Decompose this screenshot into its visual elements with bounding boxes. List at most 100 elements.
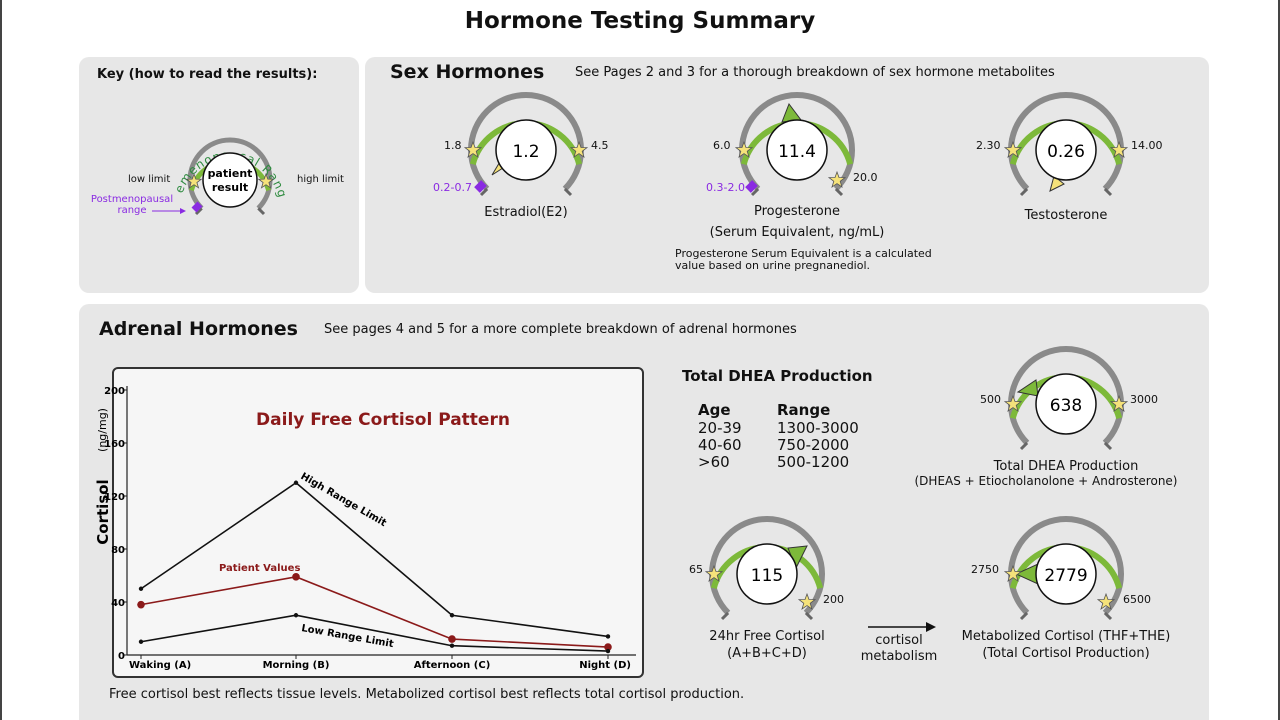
dhea-marker-icon (1016, 379, 1039, 397)
key-center-line2: result (212, 181, 248, 194)
series-point (605, 648, 611, 654)
chart-ylabel: Cortisol (94, 479, 112, 544)
dhea-row-age: >60 (698, 453, 730, 471)
cortisol-chart-box (112, 367, 644, 678)
series-point (138, 639, 144, 644)
dhea-high: 3000 (1130, 393, 1158, 406)
series-point (448, 635, 456, 643)
key-center-line1: patient (208, 167, 253, 180)
y-tick-label: 80 (111, 545, 125, 556)
metab-cortisol-gauge: 2779 (1003, 516, 1124, 621)
y-tick-label: 0 (118, 651, 125, 662)
free-cortisol-name: 24hr Free Cortisol (709, 629, 825, 644)
dhea-table-heading: Total DHEA Production (682, 367, 873, 385)
sex-hormones-subtitle: See Pages 2 and 3 for a thorough breakdo… (575, 65, 1055, 80)
y-tick-label: 40 (111, 598, 125, 609)
estradiol-low: 1.8 (444, 139, 462, 152)
series-point (449, 643, 455, 648)
key-low-star-icon (185, 172, 203, 189)
metab-cortisol-low-star-icon (1003, 564, 1023, 582)
chart-yunit: (ng/mg) (96, 408, 109, 452)
free-cortisol-high-star-icon (797, 592, 817, 610)
y-tick-label: 120 (104, 492, 125, 503)
metab-cortisol-name: Metabolized Cortisol (THF+THE) (961, 629, 1171, 644)
x-tick-label: Night (D) (579, 660, 631, 671)
progesterone-postmeno-bar (745, 180, 758, 193)
dhea-row-range: 500-1200 (777, 453, 850, 471)
progesterone-low: 6.0 (713, 139, 731, 152)
series-label-low: Low Range Limit (300, 623, 394, 650)
progesterone-note: Progesterone Serum Equivalent is a calcu… (675, 247, 932, 272)
series-line (140, 614, 609, 652)
testosterone-marker-icon (1049, 175, 1065, 192)
free-cortisol-value: 115 (751, 566, 783, 586)
testosterone-low-star-icon (1003, 140, 1023, 158)
metab-cortisol-high: 6500 (1123, 593, 1151, 606)
estradiol-value: 1.2 (512, 142, 539, 162)
free-cortisol-low-star-icon (704, 564, 724, 582)
free-cortisol-high: 200 (823, 593, 844, 606)
series-label-high: High Range Limit (299, 471, 389, 529)
key-low-limit: low limit (128, 174, 171, 185)
y-tick-label: 160 (104, 439, 125, 450)
testosterone-high-star-icon (1109, 140, 1129, 158)
dhea-sub: (DHEAS + Etiocholanolone + Androsterone) (914, 474, 1178, 488)
sex-hormones-title: Sex Hormones (390, 61, 545, 83)
estradiol-postmeno-bar (474, 180, 487, 193)
right-frame-line (1278, 0, 1280, 720)
free-cortisol-low: 65 (689, 563, 703, 576)
testosterone-low: 2.30 (976, 139, 1001, 152)
key-high-limit: high limit (297, 174, 344, 185)
y-tick-label: 200 (104, 386, 125, 397)
left-frame-line (0, 0, 2, 720)
free-cortisol-sub: (A+B+C+D) (727, 646, 807, 661)
metabolism-arrow-icon (868, 622, 936, 632)
dhea-high-star-icon (1109, 394, 1129, 412)
x-tick-label: Morning (B) (263, 660, 330, 671)
testosterone-gauge: 0.26 (1003, 92, 1129, 197)
series-point (293, 613, 299, 618)
testosterone-value: 0.26 (1047, 142, 1085, 162)
dhea-row-age: 40-60 (698, 436, 742, 454)
estradiol-postmeno: 0.2-0.7 (433, 181, 472, 194)
dhea-row-range: 1300-3000 (777, 419, 859, 437)
progesterone-name: Progesterone (754, 204, 840, 219)
adrenal-hormones-title: Adrenal Hormones (99, 318, 298, 340)
dhea-row-range: 750-2000 (777, 436, 850, 454)
key-center-circle (202, 152, 258, 208)
progesterone-low-star-icon (734, 140, 754, 158)
dhea-gauge: 638 (1003, 346, 1129, 451)
series-point (604, 643, 612, 651)
progesterone-high-star-icon (827, 170, 847, 188)
key-gauge: Premenopausal Range patient result (172, 137, 289, 216)
series-point (292, 573, 300, 581)
series-point (449, 613, 455, 618)
metab-cortisol-high-star-icon (1096, 592, 1116, 610)
metab-cortisol-sub: (Total Cortisol Production) (982, 646, 1150, 661)
series-line (140, 575, 609, 648)
progesterone-value: 11.4 (778, 142, 816, 162)
dhea-name: Total DHEA Production (993, 459, 1139, 474)
x-tick-label: Waking (A) (129, 660, 191, 671)
series-point (138, 586, 144, 591)
dhea-range-header: Range (777, 401, 831, 419)
adrenal-footnote: Free cortisol best reflects tissue level… (109, 687, 745, 702)
series-line (140, 481, 609, 638)
estradiol-high: 4.5 (591, 139, 609, 152)
series-label-patient: Patient Values (219, 563, 300, 574)
dhea-low-star-icon (1003, 394, 1023, 412)
progesterone-unit: (Serum Equivalent, ng/mL) (709, 225, 885, 240)
estradiol-gauge: 1.2 (463, 92, 589, 197)
x-tick-label: Afternoon (C) (414, 660, 491, 671)
key-postmeno-label: Postmenopausal range (90, 194, 174, 216)
progesterone-high: 20.0 (853, 171, 878, 184)
estradiol-name: Estradiol(E2) (484, 205, 568, 220)
adrenal-hormones-subtitle: See pages 4 and 5 for a more complete br… (324, 322, 797, 337)
key-postmeno-bar (191, 201, 203, 213)
progesterone-gauge: 11.4 (734, 92, 855, 197)
series-point (137, 600, 145, 609)
free-cortisol-gauge: 115 (704, 516, 825, 621)
chart-title: Daily Free Cortisol Pattern (256, 410, 510, 430)
dhea-value: 638 (1050, 396, 1082, 416)
